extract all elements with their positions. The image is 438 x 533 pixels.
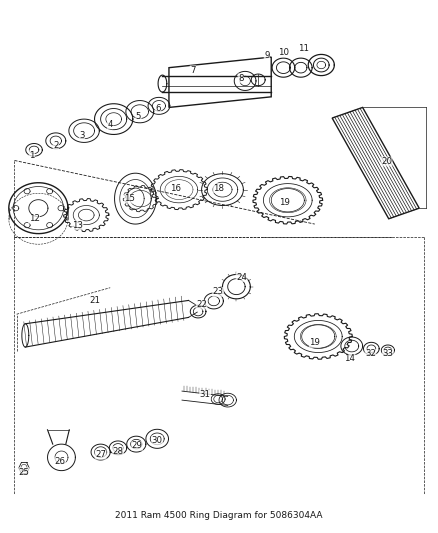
Text: 16: 16 (170, 183, 181, 192)
Text: 3: 3 (79, 131, 85, 140)
Text: 22: 22 (196, 300, 207, 309)
Text: 18: 18 (213, 183, 225, 192)
Text: 21: 21 (89, 296, 100, 305)
Text: 6: 6 (155, 104, 161, 113)
Text: 7: 7 (190, 66, 196, 75)
Text: 20: 20 (381, 157, 392, 166)
Text: 15: 15 (124, 194, 135, 203)
Text: 25: 25 (18, 468, 29, 477)
Text: 12: 12 (28, 214, 39, 223)
Text: 27: 27 (95, 450, 106, 459)
Text: 32: 32 (365, 349, 376, 358)
Text: 2011 Ram 4500 Ring Diagram for 5086304AA: 2011 Ram 4500 Ring Diagram for 5086304AA (115, 511, 323, 520)
Text: 29: 29 (132, 441, 143, 450)
Text: 1: 1 (29, 151, 35, 160)
Text: 10: 10 (278, 48, 289, 57)
Text: 23: 23 (212, 287, 224, 296)
Text: 9: 9 (264, 51, 269, 60)
Text: 11: 11 (298, 44, 309, 53)
Text: 19: 19 (309, 338, 320, 348)
Text: 28: 28 (113, 447, 124, 456)
Text: 4: 4 (107, 120, 113, 129)
Text: 33: 33 (382, 349, 393, 358)
Text: 8: 8 (238, 74, 244, 83)
Text: 31: 31 (200, 390, 211, 399)
Text: 30: 30 (152, 436, 162, 445)
Text: 5: 5 (136, 112, 141, 122)
Text: 26: 26 (55, 457, 66, 466)
Text: 24: 24 (236, 272, 247, 281)
Text: 14: 14 (344, 354, 355, 364)
Text: 19: 19 (279, 198, 290, 207)
Text: 2: 2 (53, 141, 59, 150)
Text: 13: 13 (72, 221, 83, 230)
